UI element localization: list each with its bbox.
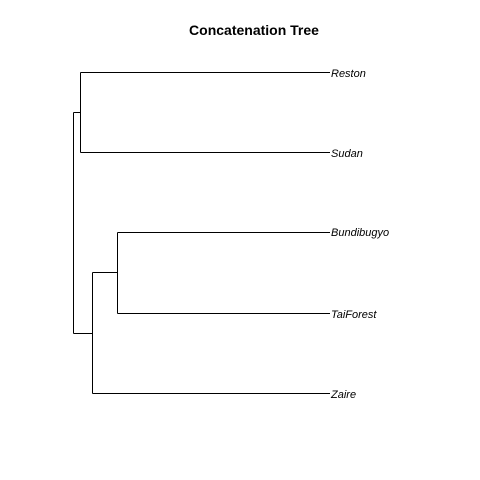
tree-branches — [73, 72, 330, 394]
tip-label-bundibugyo: Bundibugyo — [331, 227, 389, 239]
tip-label-reston: Reston — [331, 68, 366, 80]
figure-title: Concatenation Tree — [189, 22, 319, 38]
tip-label-zaire: Zaire — [330, 389, 356, 401]
tip-label-sudan: Sudan — [331, 148, 363, 160]
tip-label-taiforest: TaiForest — [331, 309, 377, 321]
tip-labels: Reston Sudan Bundibugyo TaiForest Zaire — [330, 68, 389, 401]
